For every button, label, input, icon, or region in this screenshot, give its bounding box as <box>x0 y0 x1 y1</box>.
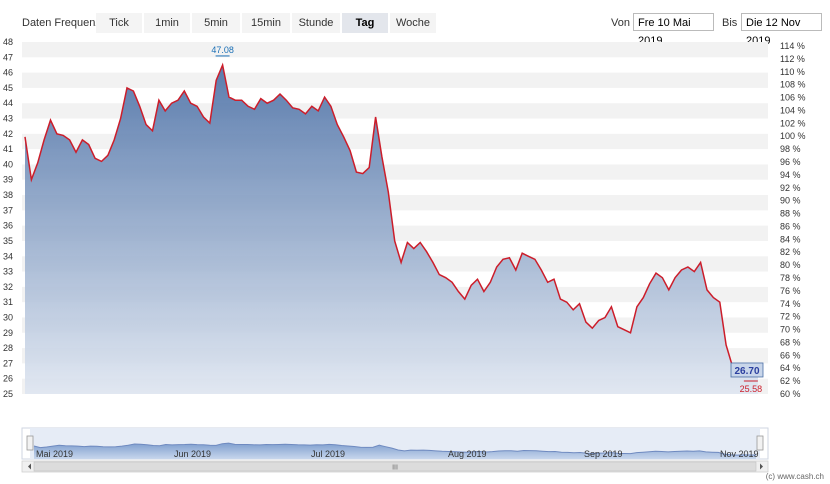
y-right-tick-label: 60 % <box>780 389 801 399</box>
scrollbar-thumb[interactable] <box>33 461 757 472</box>
y-left-tick-label: 28 <box>3 343 13 353</box>
y-right-tick-label: 108 % <box>780 80 806 90</box>
freq-button-stunde[interactable]: Stunde <box>292 13 340 33</box>
y-right-tick-label: 112 % <box>780 54 805 64</box>
y-right-tick-label: 86 % <box>780 221 801 231</box>
freq-button-tag[interactable]: Tag <box>342 13 388 33</box>
y-left-tick-label: 36 <box>3 221 13 231</box>
y-right-tick-label: 68 % <box>780 337 801 347</box>
freq-button-woche[interactable]: Woche <box>390 13 436 33</box>
navigator-handle-left[interactable] <box>26 435 34 451</box>
y-right-tick-label: 98 % <box>780 144 801 154</box>
freq-button-tick[interactable]: Tick <box>96 13 142 33</box>
y-right-tick-label: 88 % <box>780 209 801 219</box>
to-label: Bis <box>722 17 738 29</box>
y-left-tick-label: 29 <box>3 328 13 338</box>
y-left-tick-label: 31 <box>3 297 13 307</box>
navigator-month-label: Aug 2019 <box>448 449 487 459</box>
y-right-tick-label: 70 % <box>780 325 801 335</box>
to-date-input[interactable]: Die 12 Nov 2019 <box>741 13 822 47</box>
last-value-box-bg <box>730 362 764 378</box>
y-left-tick-label: 46 <box>3 68 13 78</box>
y-right-tick-label: 106 % <box>780 93 806 103</box>
y-left-tick-label: 38 <box>3 190 13 200</box>
y-left-tick-label: 30 <box>3 312 13 322</box>
grid-band <box>22 42 768 58</box>
y-left-tick-label: 48 <box>3 37 13 47</box>
from-label: Von <box>611 17 630 29</box>
y-right-tick-label: 90 % <box>780 196 801 206</box>
y-right-tick-label: 64 % <box>780 363 801 373</box>
y-left-tick-label: 27 <box>3 358 13 368</box>
y-left-tick-label: 34 <box>3 251 13 261</box>
toolbar: Daten Frequenz Tick 1min 5min 15min Stun… <box>0 0 830 47</box>
navigator-handle-right[interactable] <box>756 435 764 451</box>
navigator-line <box>33 442 756 456</box>
y-right-tick-label: 110 % <box>780 67 805 77</box>
stock-chart: 25 26 27 28 29 30 31 32 33 34 35 36 37 38 39 40 41 42 43 44… <box>3 37 806 473</box>
y-right-tick-label: 84 % <box>780 234 801 244</box>
y-left-tick-label: 32 <box>3 282 13 292</box>
y-left-tick-label: 39 <box>3 175 13 185</box>
navigator-month-label: Mai 2019 <box>36 449 73 459</box>
grid-band <box>22 72 768 88</box>
y-right-tick-label: 100 % <box>780 131 806 141</box>
freq-button-5min[interactable]: 5min <box>192 13 240 33</box>
navigator-month-label: Jun 2019 <box>174 449 211 459</box>
y-left-tick-label: 35 <box>3 236 13 246</box>
y-right-tick-label: 66 % <box>780 350 801 360</box>
y-right-tick-label: 76 % <box>780 286 801 296</box>
y-right-tick-label: 74 % <box>780 299 801 309</box>
y-right-tick-label: 82 % <box>780 247 801 257</box>
y-left-tick-label: 44 <box>3 98 13 108</box>
y-right-tick-label: 102 % <box>780 118 806 128</box>
credit-text: (c) www.cash.ch <box>765 472 824 481</box>
frequency-label: Daten Frequenz <box>22 17 101 29</box>
price-area <box>25 65 758 394</box>
y-right-tick-label: 78 % <box>780 273 801 283</box>
grid-band <box>22 103 768 119</box>
y-left-tick-label: 40 <box>3 159 13 169</box>
scroll-left-arrow-icon[interactable] <box>28 463 31 470</box>
y-right-tick-label: 94 % <box>780 170 801 180</box>
navigator-month-label: Nov 2019 <box>720 449 759 459</box>
freq-button-15min[interactable]: 15min <box>242 13 290 33</box>
y-right-tick-label: 80 % <box>780 260 801 270</box>
y-right-tick-label: 92 % <box>780 183 801 193</box>
navigator-month-label: Sep 2019 <box>584 449 623 459</box>
navigator-month-label: Jul 2019 <box>311 449 345 459</box>
scrollbar-grip-icon: III <box>392 465 398 472</box>
y-left-tick-label: 37 <box>3 205 13 215</box>
y-left-tick-label: 47 <box>3 52 13 62</box>
y-right-tick-label: 62 % <box>780 376 801 386</box>
y-right-tick-label: 72 % <box>780 312 801 322</box>
y-right-tick-label: 96 % <box>780 157 801 167</box>
y-left-tick-label: 41 <box>3 144 13 154</box>
y-left-tick-label: 43 <box>3 114 13 124</box>
scroll-right-arrow-icon[interactable] <box>760 463 763 470</box>
navigator-area <box>34 443 756 459</box>
y-right-tick-label: 104 % <box>780 105 806 115</box>
y-left-tick-label: 25 <box>3 389 13 399</box>
last-value-label: 26.70 <box>734 366 759 377</box>
from-date-input[interactable]: Fre 10 Mai 2019 <box>633 13 714 47</box>
last-value-box: 26.70 <box>730 362 764 378</box>
freq-button-1min[interactable]: 1min <box>144 13 190 33</box>
y-left-tick-label: 45 <box>3 83 13 93</box>
y-right-tick-label: 114 % <box>780 41 805 51</box>
max-value-label: 47.08 <box>211 45 234 55</box>
y-left-tick-label: 33 <box>3 267 13 277</box>
min-value-label: 25.58 <box>740 384 763 394</box>
price-line <box>24 62 758 372</box>
y-left-tick-label: 26 <box>3 374 13 384</box>
y-left-tick-label: 42 <box>3 129 13 139</box>
